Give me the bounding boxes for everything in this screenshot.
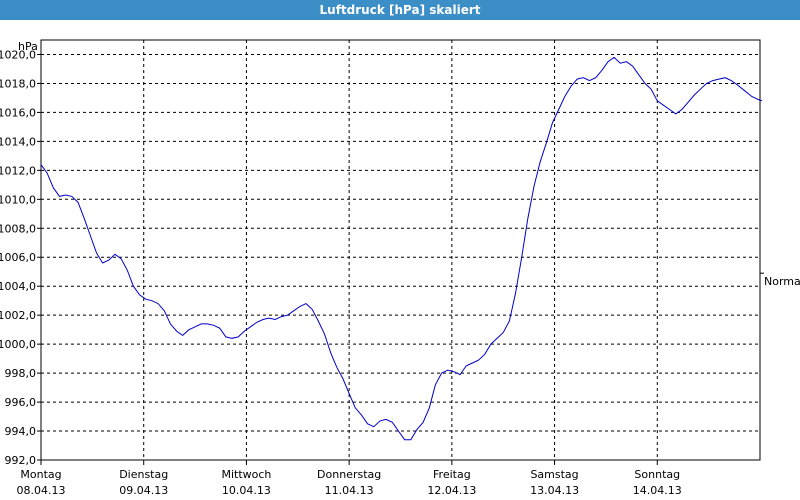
- x-tick-date: 08.04.13: [17, 484, 66, 497]
- y-tick-label: 1004,0: [0, 280, 36, 293]
- chart-title: Luftdruck [hPa] skaliert: [319, 3, 481, 17]
- y-axis-label: hPa: [18, 40, 38, 53]
- plot-area: [40, 39, 761, 461]
- pressure-series-line: [40, 56, 763, 441]
- y-tick-label: 994,0: [5, 425, 37, 438]
- normal-label: Normal: [764, 275, 800, 288]
- x-tick-date: 10.04.13: [222, 484, 271, 497]
- x-tick-day: Samstag: [530, 468, 578, 481]
- x-tick-date: 12.04.13: [427, 484, 476, 497]
- y-tick-label: 1016,0: [0, 106, 36, 119]
- x-tick-day: Mittwoch: [221, 468, 271, 481]
- y-tick-label: 1014,0: [0, 135, 36, 148]
- x-tick-day: Dienstag: [119, 468, 168, 481]
- y-tick-label: 998,0: [5, 367, 37, 380]
- x-tick-date: 09.04.13: [119, 484, 168, 497]
- y-tick-label: 1008,0: [0, 222, 36, 235]
- x-tick-date: 13.04.13: [530, 484, 579, 497]
- y-tick-label: 1012,0: [0, 164, 36, 177]
- x-tick-date: 14.04.13: [633, 484, 682, 497]
- x-tick-day: Freitag: [433, 468, 471, 481]
- x-tick-day: Sonntag: [634, 468, 680, 481]
- x-tick-day: Montag: [20, 468, 61, 481]
- y-tick-label: 1018,0: [0, 77, 36, 90]
- y-tick-label: 1006,0: [0, 251, 36, 264]
- x-tick-day: Donnerstag: [317, 468, 381, 481]
- x-tick-date: 11.04.13: [325, 484, 374, 497]
- y-tick-label: 1010,0: [0, 193, 36, 206]
- chart-title-bar: Luftdruck [hPa] skaliert: [0, 0, 800, 20]
- y-tick-label: 1020,0: [0, 48, 36, 61]
- y-tick-label: 996,0: [5, 396, 37, 409]
- y-tick-label: 1002,0: [0, 309, 36, 322]
- y-tick-label: 1000,0: [0, 338, 36, 351]
- y-tick-label: 992,0: [5, 454, 37, 467]
